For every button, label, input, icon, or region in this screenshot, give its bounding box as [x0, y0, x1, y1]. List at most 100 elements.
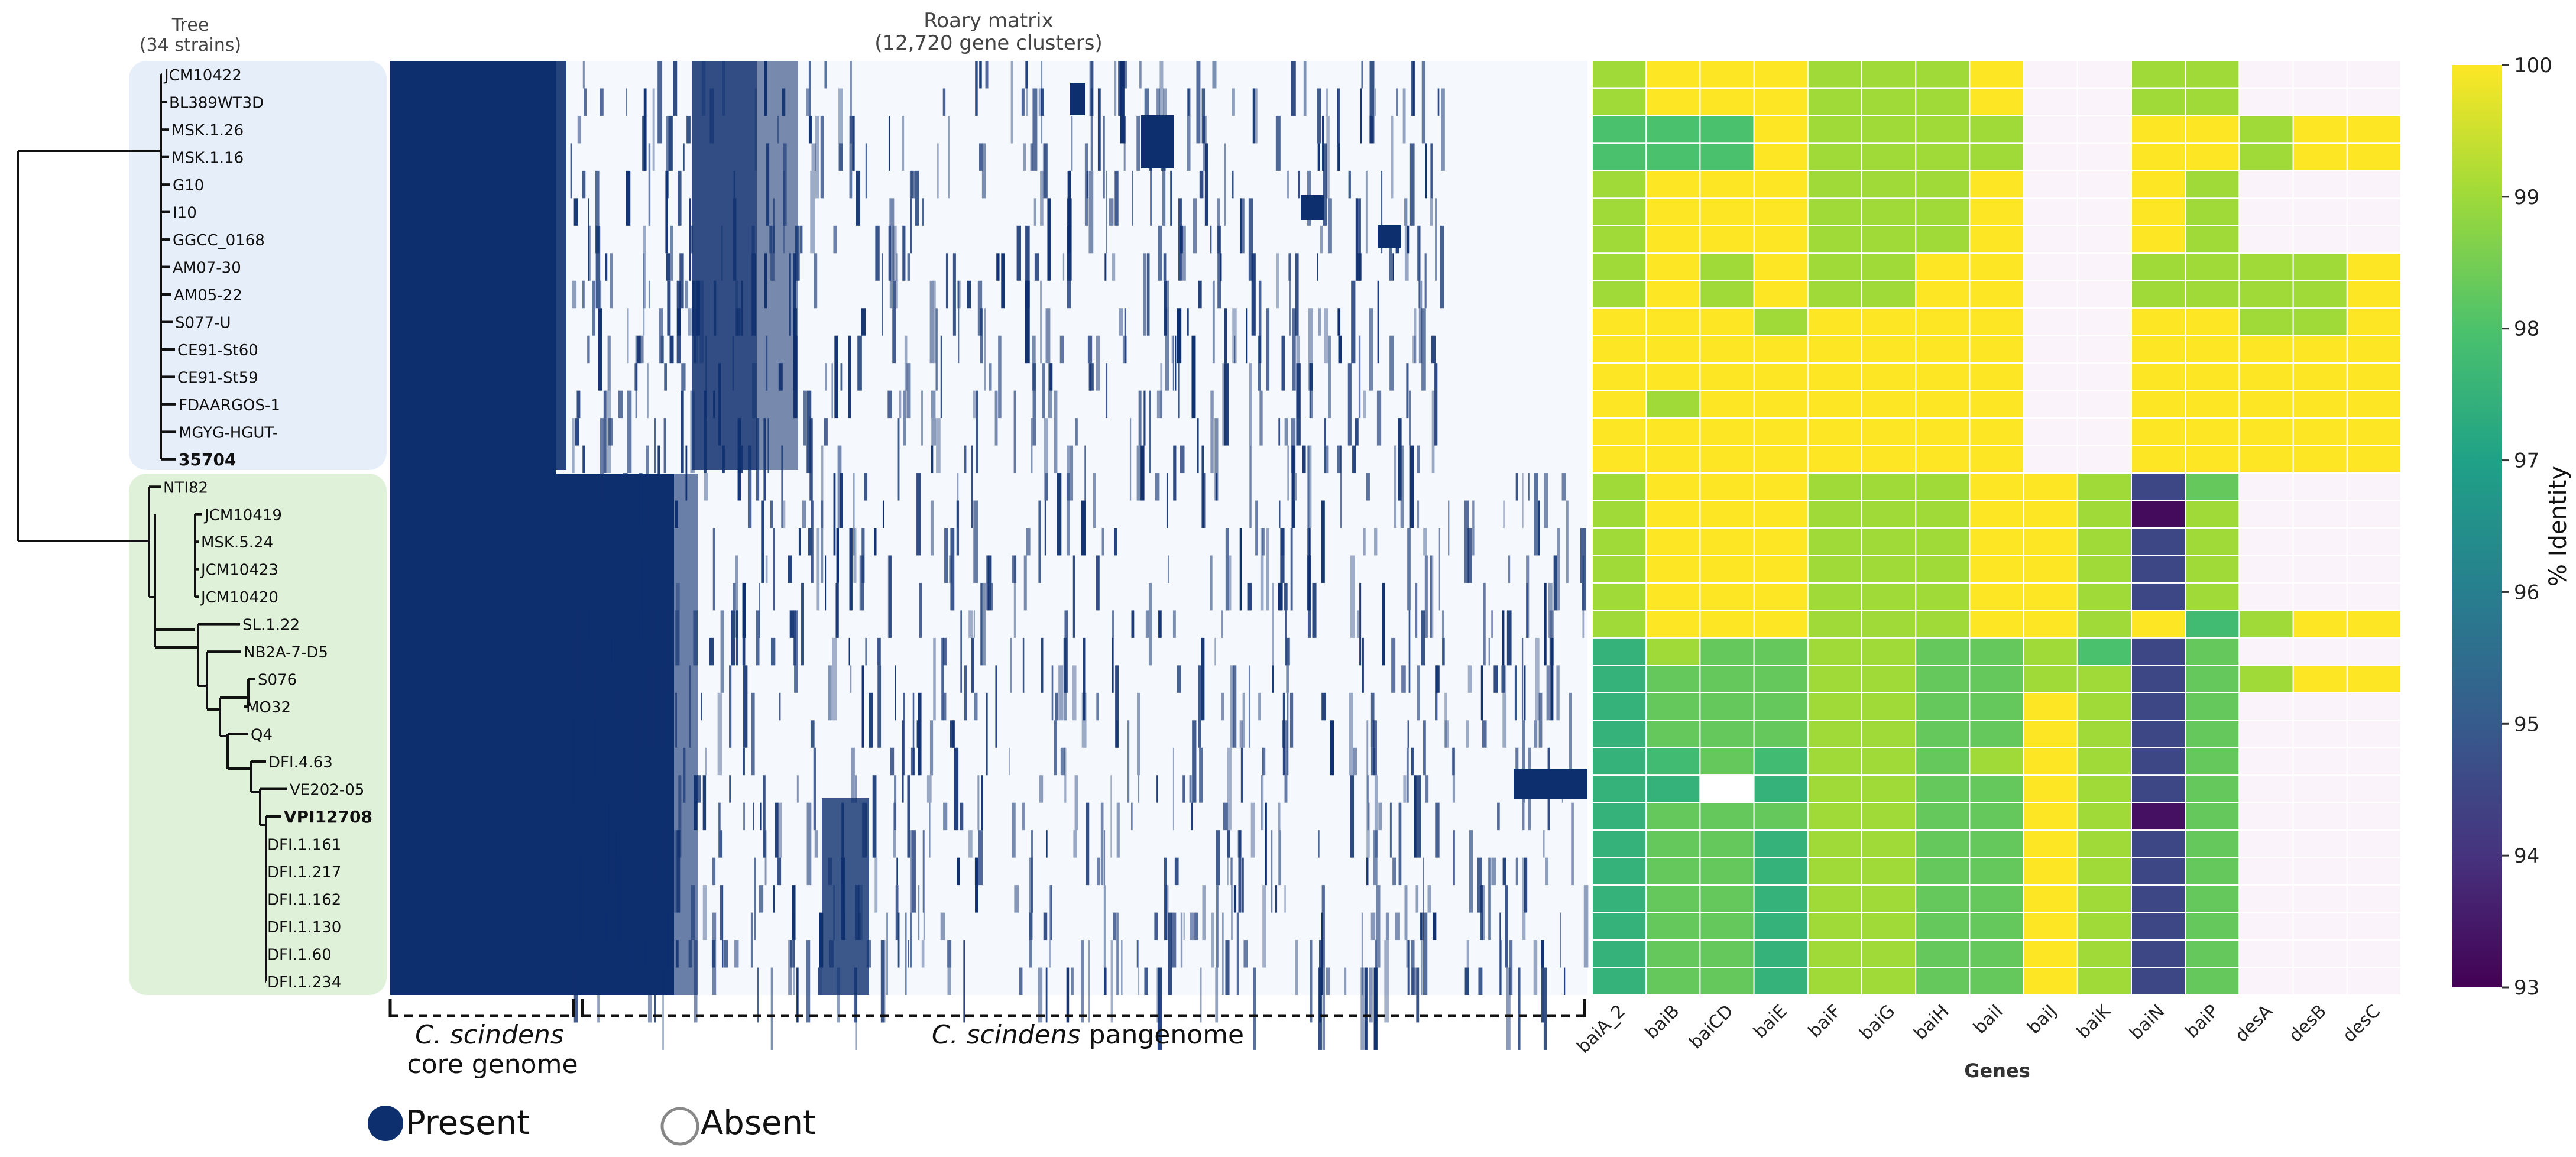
matrix-block — [849, 528, 853, 611]
matrix-block — [721, 885, 724, 968]
matrix-block — [720, 610, 724, 693]
matrix-block — [882, 253, 883, 336]
matrix-block — [985, 61, 989, 89]
matrix-block — [1122, 61, 1127, 89]
heatmap-cell — [2185, 142, 2240, 171]
matrix-block — [1538, 692, 1543, 748]
matrix-block — [1050, 885, 1052, 941]
matrix-block — [1016, 225, 1021, 281]
matrix-block — [1375, 88, 1376, 116]
matrix-block — [877, 665, 882, 748]
heatmap-cell — [2076, 225, 2133, 254]
heatmap-cell — [1915, 500, 1971, 529]
heatmap-cell — [2076, 829, 2133, 858]
matrix-block — [1292, 308, 1296, 391]
heatmap-cell — [1753, 829, 1809, 858]
matrix-block — [1376, 390, 1382, 446]
matrix-block — [644, 940, 646, 968]
matrix-block — [1344, 967, 1347, 995]
matrix-block — [1172, 335, 1175, 391]
heatmap-cell — [1699, 142, 1755, 171]
matrix-block — [1019, 967, 1023, 995]
matrix-block — [1357, 253, 1362, 281]
heatmap-cell — [2238, 197, 2294, 226]
matrix-block — [1500, 940, 1502, 995]
heatmap-cell — [1807, 142, 1863, 171]
matrix-block — [639, 335, 644, 364]
heatmap-cell — [1861, 967, 1917, 996]
matrix-block — [1212, 61, 1217, 89]
heatmap-cell — [2292, 665, 2348, 693]
matrix-block — [796, 967, 799, 1023]
matrix-block — [841, 802, 844, 886]
matrix-block — [1317, 88, 1321, 144]
matrix-block — [1259, 390, 1263, 446]
heatmap-cell — [1807, 390, 1863, 419]
matrix-block — [1246, 308, 1248, 364]
heatmap-cell — [2131, 939, 2186, 968]
heatmap-cell — [2076, 500, 2133, 529]
matrix-block — [1423, 720, 1426, 776]
matrix-block — [957, 857, 960, 886]
heatmap-cell — [1915, 857, 1971, 886]
heatmap-cell — [2131, 362, 2186, 391]
heatmap-cell — [1753, 665, 1809, 693]
matrix-block — [781, 445, 783, 528]
heatmap-cell — [1807, 582, 1863, 611]
matrix-block — [693, 280, 696, 364]
matrix-block — [1506, 967, 1511, 1050]
matrix-block — [1515, 747, 1519, 776]
matrix-block — [1045, 967, 1048, 1023]
matrix-block — [1503, 500, 1505, 528]
heatmap-cell — [2023, 87, 2078, 116]
heatmap-cell — [1645, 472, 1701, 501]
heatmap-cell — [1915, 747, 1971, 776]
matrix-block — [1044, 418, 1048, 501]
matrix-block — [782, 88, 786, 116]
matrix-block — [653, 555, 656, 583]
matrix-block — [1202, 885, 1206, 941]
matrix-block — [569, 720, 572, 748]
matrix-block — [1311, 363, 1313, 419]
heatmap-cell — [2185, 115, 2240, 144]
matrix-block — [1071, 115, 1073, 171]
heatmap-cell — [1915, 610, 1971, 639]
matrix-block — [1416, 967, 1420, 1023]
heatmap-cell — [1592, 857, 1647, 886]
matrix-block — [1544, 582, 1547, 666]
matrix-block — [1123, 115, 1126, 171]
heatmap-cell — [2346, 939, 2402, 968]
heatmap-cell — [1969, 884, 2024, 913]
matrix-block — [717, 692, 722, 776]
heatmap-cell — [1915, 527, 1971, 556]
matrix-block — [910, 198, 912, 254]
matrix-block — [1522, 720, 1525, 803]
heatmap-cell — [1915, 445, 1971, 474]
heatmap-cell — [1645, 884, 1701, 913]
matrix-block — [841, 473, 843, 528]
matrix-block — [1420, 940, 1423, 995]
matrix-block — [839, 143, 843, 171]
matrix-block — [1464, 967, 1469, 995]
matrix-block — [968, 610, 973, 638]
heatmap-cell — [2131, 87, 2186, 116]
heatmap-cell — [1861, 610, 1917, 639]
matrix-block — [792, 885, 796, 941]
heatmap-cell — [1861, 60, 1917, 89]
heatmap-cell — [1915, 252, 1971, 281]
matrix-block — [825, 555, 827, 611]
matrix-block — [903, 692, 905, 776]
heatmap-cell — [1645, 637, 1701, 666]
matrix-block — [1272, 665, 1274, 693]
heatmap-cell — [2185, 280, 2240, 309]
heatmap-cell — [1753, 527, 1809, 556]
matrix-block — [1098, 555, 1100, 611]
matrix-block — [1183, 912, 1185, 941]
present-legend-marker — [368, 1106, 403, 1141]
matrix-block — [685, 280, 689, 309]
heatmap-cell — [2076, 362, 2133, 391]
matrix-block — [1582, 555, 1585, 638]
heatmap-cell — [2185, 939, 2240, 968]
heatmap-cell — [1915, 582, 1971, 611]
matrix-block — [1403, 775, 1407, 803]
